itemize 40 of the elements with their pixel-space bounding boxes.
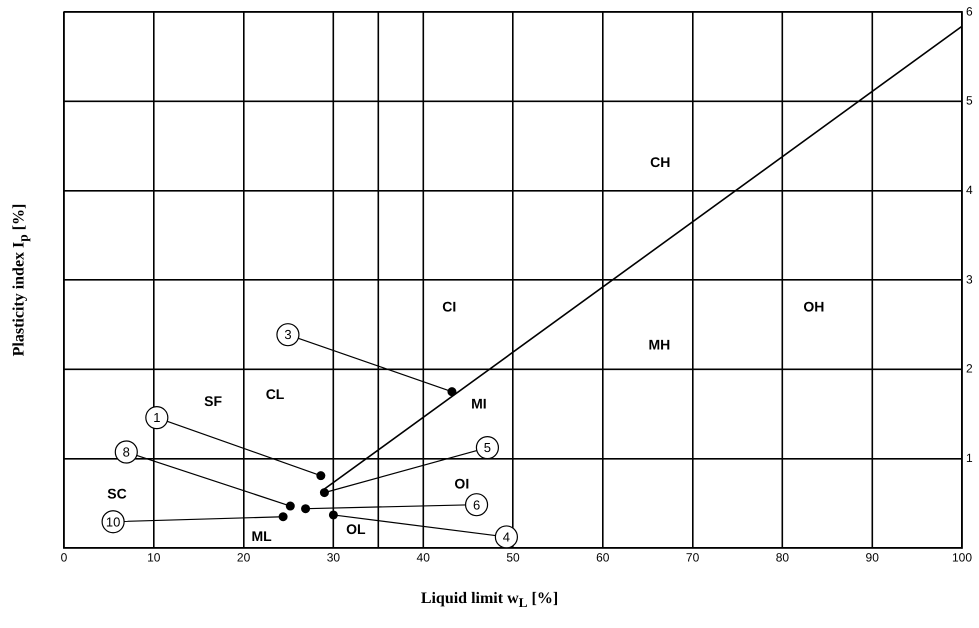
x-tick-label: 60	[596, 550, 610, 565]
x-tick-label: 100	[952, 550, 972, 565]
annotation: OH	[803, 298, 824, 315]
annotation: ML	[251, 528, 272, 544]
annotation: SF	[204, 393, 222, 410]
annotation: 8	[122, 444, 130, 460]
x-tick-label: 90	[866, 550, 880, 565]
y-tick-label: 6	[966, 4, 973, 18]
point	[328, 510, 338, 520]
annotation: MI	[471, 396, 487, 412]
x-tick-label: 80	[776, 550, 790, 565]
annotation: 5	[484, 440, 492, 456]
annotation: 6	[472, 497, 480, 512]
annotation: MH	[648, 336, 670, 352]
y-tick-label: 3	[966, 272, 973, 286]
x-tick-label: 40	[416, 550, 430, 565]
x-tick-label: 50	[506, 550, 520, 565]
x-tick-label: 0	[60, 550, 68, 565]
annotation: CL	[266, 386, 285, 402]
annotation: 4	[502, 530, 510, 545]
annotation: 1	[153, 410, 160, 426]
y-tick-label: 4	[966, 182, 973, 197]
annotation: CH	[650, 154, 670, 170]
y-tick-label: 1	[966, 450, 973, 465]
annotation: 3	[284, 327, 292, 342]
y-tick-label: 5	[966, 94, 973, 108]
point	[301, 504, 310, 514]
y-tick-label: 2	[966, 362, 973, 376]
x-tick-label: 10	[147, 550, 161, 565]
x-axis-title: Liquid limit w$_{L}$ [%]	[420, 590, 560, 612]
annotation: 10	[106, 514, 120, 530]
annotation: SC	[107, 485, 127, 502]
annotation: OI	[454, 476, 470, 492]
point	[320, 488, 329, 498]
x-tick-label: 70	[686, 550, 700, 565]
annotation: OL	[346, 521, 366, 538]
point	[447, 387, 456, 396]
x-tick-label: 20	[236, 550, 251, 565]
annotation: CI	[442, 298, 456, 315]
x-tick-label: 30	[326, 550, 340, 565]
